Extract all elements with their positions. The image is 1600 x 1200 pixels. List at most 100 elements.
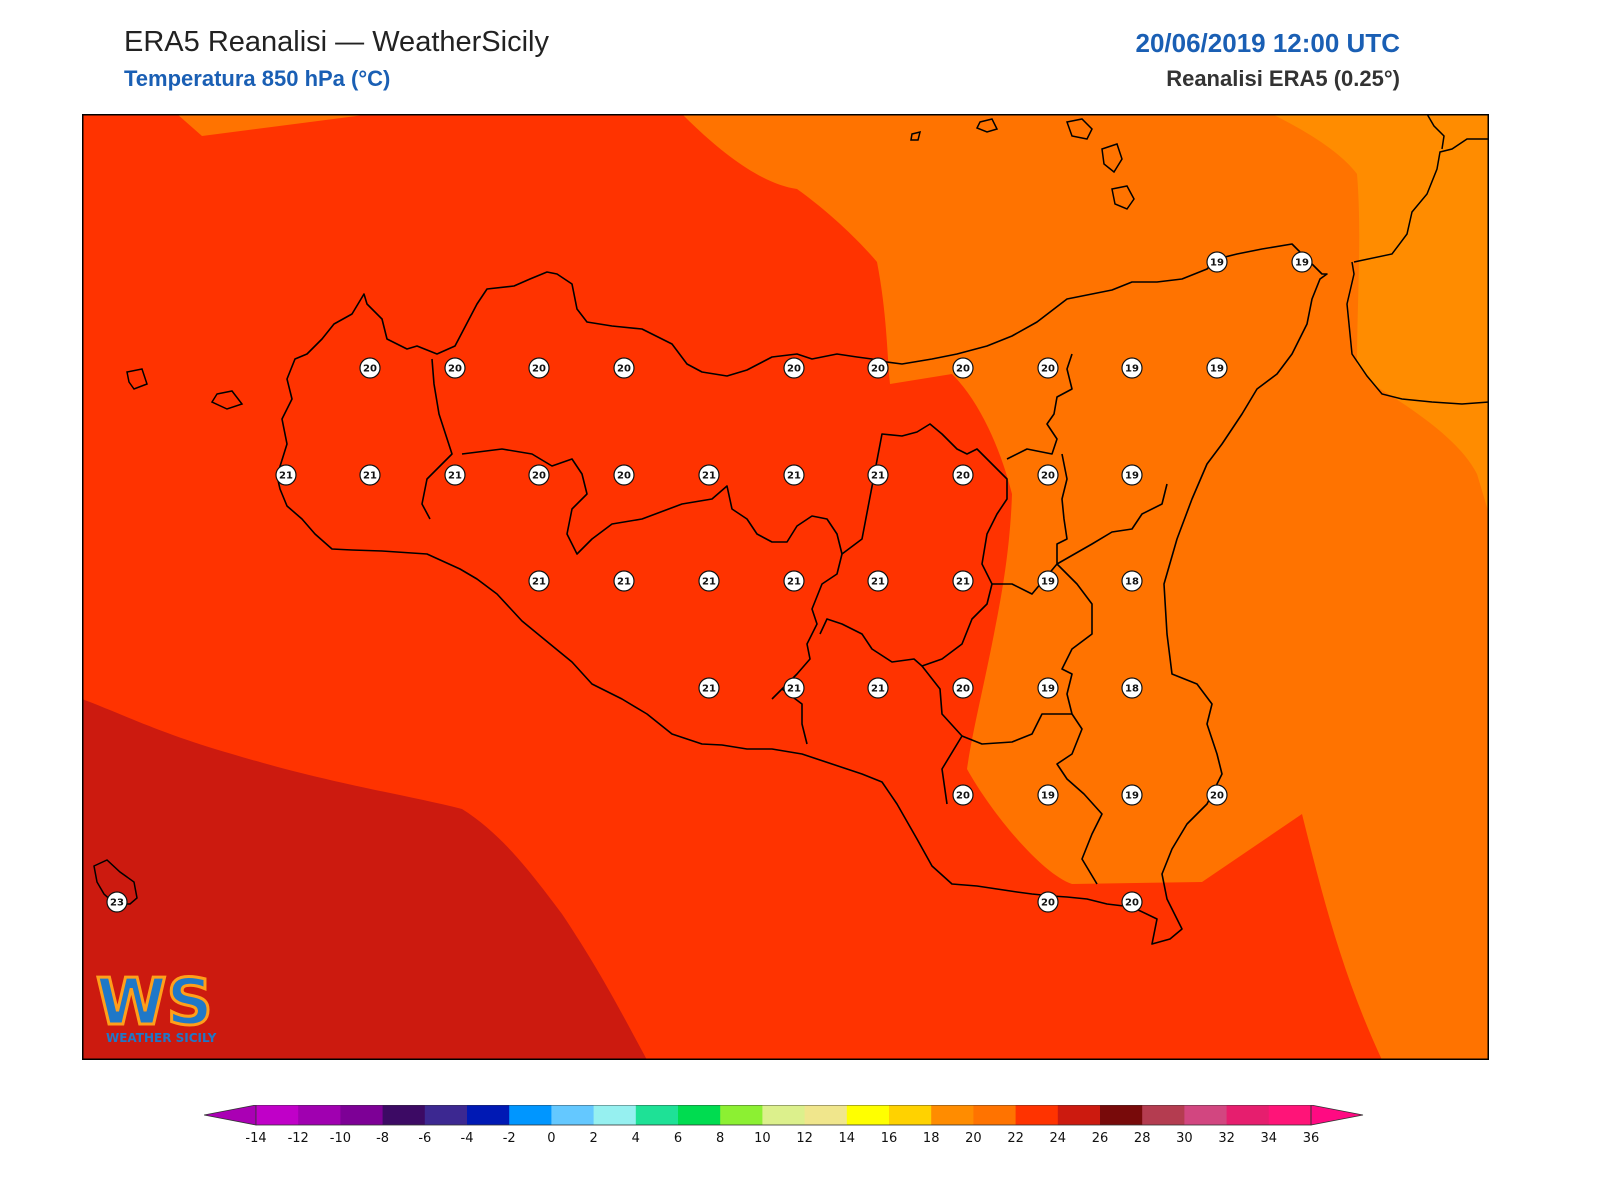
band-16-18 [1272,114,1489,514]
colorbar-segment [889,1105,932,1125]
colorbar-tick-label: 22 [1007,1131,1024,1145]
logo-text: WEATHER SICILY [106,1031,217,1045]
station-value: 18 [1125,577,1139,588]
station-circle [1037,357,1059,379]
station-value: 19 [1210,258,1224,269]
colorbar-segment [298,1105,341,1125]
colorbar-tick-label: 4 [632,1131,640,1145]
station-circle [613,464,635,486]
station-marker: 20 [528,357,550,379]
colorbar-segment [424,1105,468,1125]
station-value: 20 [956,364,970,375]
station-marker: 19 [1206,251,1228,273]
station-circle [952,570,974,592]
colorbar-segment [593,1105,637,1125]
station-circle [1121,677,1143,699]
station-circle [528,570,550,592]
colorbar-segment [256,1105,299,1125]
colorbar-segment [973,1105,1017,1125]
station-circle [1037,570,1059,592]
colorbar-tick-label: 30 [1176,1131,1193,1145]
colorbar-segment [382,1105,426,1125]
station-marker: 19 [1121,357,1143,379]
colorbar-tick-label: -4 [461,1131,474,1145]
colorbar-segment [1226,1105,1270,1125]
province-border-8 [1056,483,1168,565]
egadi-island-2 [210,390,244,410]
band-22-24 [82,699,647,1060]
colorbar-tick-label: 34 [1261,1131,1278,1145]
station-marker: 19 [1121,784,1143,806]
station-marker: 21 [444,464,466,486]
colorbar-underflow [204,1105,257,1126]
station-marker: 21 [359,464,381,486]
colorbar-tick-label: -12 [288,1131,309,1145]
station-marker: 23 [106,891,128,913]
station-circle [359,464,381,486]
station-value: 20 [532,471,546,482]
station-value: 19 [1041,791,1055,802]
colorbar-tick-label: 10 [754,1131,771,1145]
calabria-coast-3 [1426,114,1445,150]
colorbar-segment [509,1105,552,1125]
station-marker: 19 [1037,784,1059,806]
station-marker: 20 [613,464,635,486]
station-circle [1121,570,1143,592]
station-marker: 21 [783,677,805,699]
province-border-5 [1006,353,1073,460]
station-value: 18 [1125,684,1139,695]
station-value: 21 [532,577,546,588]
station-marker: 20 [952,677,974,699]
colorbar-overflow [1310,1105,1364,1126]
station-marker: 21 [952,570,974,592]
station-value: 20 [956,471,970,482]
station-marker: 21 [698,677,720,699]
colorbar-tick-label: 36 [1303,1131,1320,1145]
station-marker: 20 [1206,784,1228,806]
colorbar-segment [635,1105,679,1125]
egadi-island-1 [126,368,148,390]
colorbar-segment [678,1105,721,1125]
station-value: 20 [956,791,970,802]
colorbar-segment [1015,1105,1059,1125]
station-value: 20 [787,364,801,375]
map-datetime: 20/06/2019 12:00 UTC [1135,28,1400,58]
colorbar-segment [846,1105,890,1125]
station-value: 19 [1125,791,1139,802]
coastlines [276,243,1328,945]
station-circle [444,464,466,486]
station-circle [613,570,635,592]
station-marker: 20 [952,784,974,806]
station-value: 21 [871,577,885,588]
station-value: 21 [363,471,377,482]
colorbar-segment [804,1105,848,1125]
station-value: 21 [702,577,716,588]
station-circle [106,891,128,913]
colorbar-segment [1142,1105,1185,1125]
colorbar-tick-label: 28 [1134,1131,1151,1145]
station-circle [1037,464,1059,486]
station-marker: 21 [528,570,550,592]
station-circle [783,357,805,379]
station-circle [528,464,550,486]
colorbar-frame [255,1105,1312,1126]
aeolian-island-1 [910,130,922,141]
station-marker: 20 [867,357,889,379]
colorbar-tick-label: -8 [376,1131,389,1145]
station-value: 20 [1210,791,1224,802]
station-circle [1206,784,1228,806]
colorbar-segment [551,1105,595,1125]
station-marker: 20 [444,357,466,379]
province-border-7 [1056,563,1103,885]
station-circle [1206,251,1228,273]
station-value: 19 [1041,577,1055,588]
station-marker: 21 [867,570,889,592]
aeolian-island-3 [1066,118,1093,140]
station-circle [952,357,974,379]
station-circle [1121,891,1143,913]
station-circle [698,677,720,699]
station-marker: 21 [867,677,889,699]
station-value: 23 [110,898,124,909]
station-value: 21 [279,471,293,482]
colorbar-tick-label: 6 [674,1131,682,1145]
